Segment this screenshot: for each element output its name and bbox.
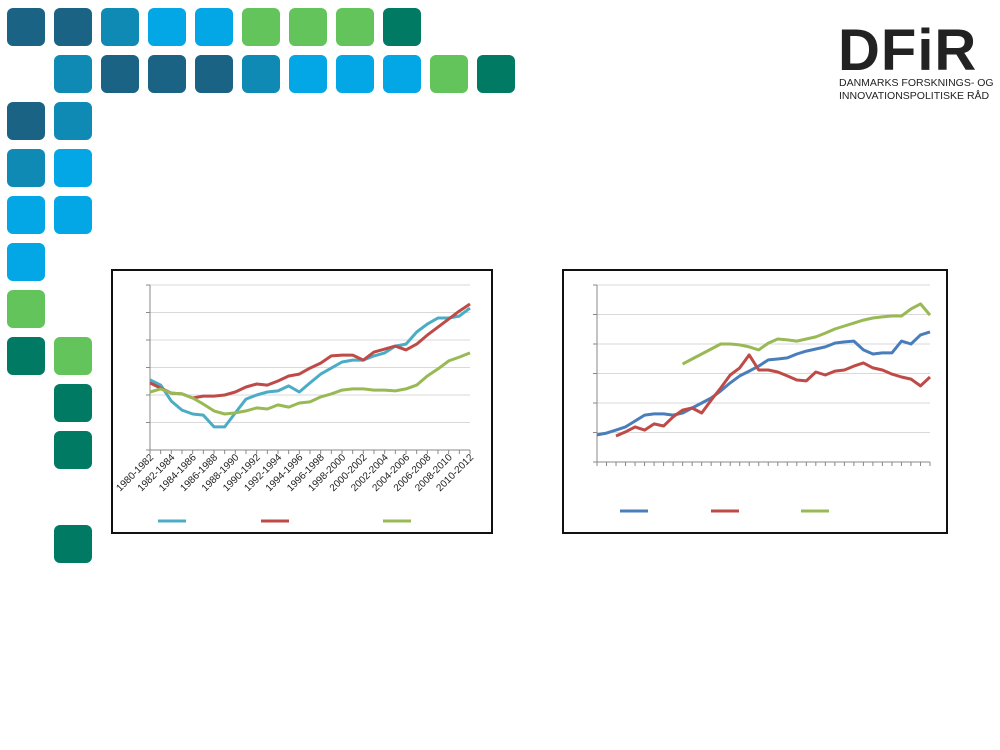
decor-square [7, 8, 45, 46]
series-line [149, 351, 471, 416]
series-line [681, 302, 932, 366]
decor-square [242, 55, 280, 93]
decor-square [7, 290, 45, 328]
decor-square [242, 8, 280, 46]
decor-square [477, 55, 515, 93]
decor-square [54, 102, 92, 140]
series-line [149, 306, 471, 429]
decor-square [289, 55, 327, 93]
decor-square [195, 8, 233, 46]
decor-square [101, 55, 139, 93]
decor-square [195, 55, 233, 93]
decor-square [54, 525, 92, 563]
decor-square [54, 196, 92, 234]
decor-square [101, 8, 139, 46]
decor-square [336, 55, 374, 93]
decor-square [7, 149, 45, 187]
logo-title: DFiR [838, 18, 977, 83]
decor-square [54, 55, 92, 93]
decor-square [54, 431, 92, 469]
decor-square [7, 102, 45, 140]
logo-line: DANMARKS FORSKNINGS- OG [839, 77, 994, 89]
series-line [596, 330, 931, 437]
decor-square [336, 8, 374, 46]
decor-square [54, 337, 92, 375]
logo-line: INNOVATIONSPOLITISKE RÅD [839, 89, 990, 102]
series-line [149, 302, 471, 400]
decor-square [430, 55, 468, 93]
decor-square [7, 196, 45, 234]
decor-square [383, 8, 421, 46]
decor-square [7, 243, 45, 281]
chart [562, 269, 948, 534]
chart: 1980-19821982-19841984-19861986-19881988… [111, 269, 493, 534]
decor-square [54, 149, 92, 187]
decor-square [54, 384, 92, 422]
decor-square [148, 8, 186, 46]
decor-square [383, 55, 421, 93]
decor-square [148, 55, 186, 93]
chart-frame [562, 269, 948, 534]
decor-square [54, 8, 92, 46]
decor-square [7, 337, 45, 375]
series-line [615, 353, 932, 438]
decor-square [289, 8, 327, 46]
